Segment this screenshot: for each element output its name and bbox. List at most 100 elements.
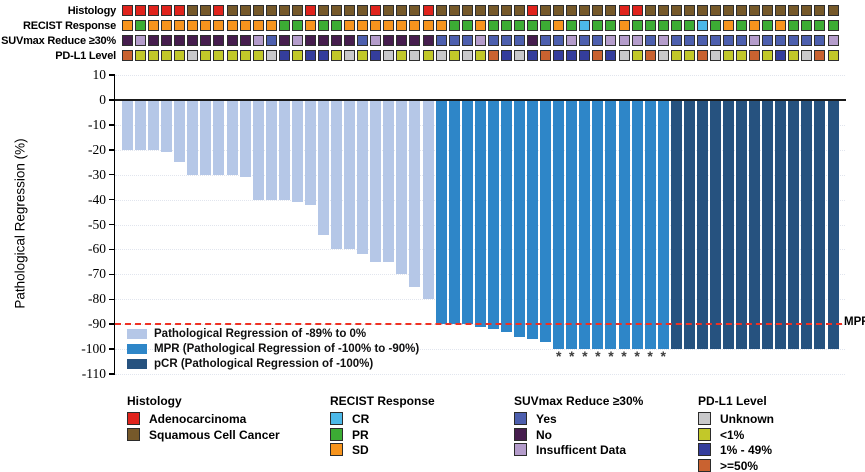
asterisk-annotation: * bbox=[555, 348, 562, 364]
legend-label: Insufficent Data bbox=[536, 443, 627, 457]
bar-mpr bbox=[605, 100, 617, 350]
track-cell-histology bbox=[527, 5, 539, 16]
asterisk-annotation: * bbox=[621, 348, 627, 364]
track-cell-suvmax bbox=[474, 35, 486, 46]
y-tick-label: -90 bbox=[88, 316, 106, 332]
track-cell-pdl1 bbox=[527, 50, 539, 61]
track-cell-pdl1 bbox=[618, 50, 630, 61]
track-cell-histology bbox=[474, 5, 486, 16]
bar-pr89 bbox=[331, 100, 343, 250]
track-cell-histology bbox=[435, 5, 447, 16]
track-cell-suvmax bbox=[317, 35, 329, 46]
asterisk-annotation: * bbox=[608, 348, 614, 364]
track-cell-recist bbox=[762, 20, 774, 31]
track-cell-recist bbox=[723, 20, 735, 31]
track-cell-pdl1 bbox=[513, 50, 525, 61]
bar-mpr bbox=[513, 100, 525, 337]
bar-pcr bbox=[827, 100, 839, 350]
legend-label: PR bbox=[352, 427, 369, 442]
track-cell-histology bbox=[122, 5, 133, 16]
track-cell-pdl1 bbox=[383, 50, 395, 61]
track-cell-recist bbox=[605, 20, 617, 31]
track-cell-recist bbox=[331, 20, 343, 31]
track-cell-histology bbox=[487, 5, 499, 16]
track-cell-recist bbox=[317, 20, 329, 31]
track-cell-recist bbox=[827, 20, 839, 31]
track-cell-histology bbox=[213, 5, 225, 16]
track-cell-pdl1 bbox=[696, 50, 708, 61]
track-cell-suvmax bbox=[513, 35, 525, 46]
asterisk-annotation: * bbox=[660, 348, 666, 364]
bar-mpr bbox=[540, 100, 552, 342]
track-cell-suvmax bbox=[683, 35, 695, 46]
track-cell-suvmax bbox=[370, 35, 382, 46]
track-cell-pdl1 bbox=[657, 50, 669, 61]
track-cell-histology bbox=[736, 5, 748, 16]
track-cell-pdl1 bbox=[317, 50, 329, 61]
y-tick-label: 10 bbox=[92, 67, 107, 83]
track-cell-recist bbox=[161, 20, 173, 31]
track-cell-pdl1 bbox=[187, 50, 199, 61]
bar-pr89 bbox=[174, 100, 186, 163]
track-cell-recist bbox=[461, 20, 473, 31]
legend-group-title: RECIST Response bbox=[330, 394, 435, 408]
legend-swatch bbox=[127, 359, 147, 369]
y-tick-mark bbox=[109, 298, 115, 300]
track-cell-recist bbox=[291, 20, 303, 31]
track-cell-histology bbox=[683, 5, 695, 16]
bar-mpr bbox=[435, 100, 447, 325]
track-cell-recist bbox=[709, 20, 721, 31]
bar-mpr bbox=[631, 100, 643, 350]
track-cell-histology bbox=[513, 5, 525, 16]
asterisk-annotation: * bbox=[595, 348, 601, 364]
track-cell-histology bbox=[775, 5, 787, 16]
y-tick-label: -100 bbox=[81, 341, 106, 357]
track-cell-pdl1 bbox=[252, 50, 264, 61]
track-cell-recist bbox=[487, 20, 499, 31]
track-cell-histology bbox=[422, 5, 434, 16]
track-cell-suvmax bbox=[723, 35, 735, 46]
legend-label: pCR (Pathological Regression of -100%) bbox=[154, 358, 374, 370]
track-cell-histology bbox=[331, 5, 343, 16]
track-cell-recist bbox=[683, 20, 695, 31]
y-tick-mark bbox=[109, 99, 115, 101]
track-cell-recist bbox=[500, 20, 512, 31]
legend-label: Pathological Regression of -89% to 0% bbox=[154, 328, 367, 340]
track-cell-pdl1 bbox=[435, 50, 447, 61]
track-cell-suvmax bbox=[252, 35, 264, 46]
y-tick-mark bbox=[109, 323, 115, 325]
track-cell-pdl1 bbox=[644, 50, 656, 61]
legend-label: Squamous Cell Cancer bbox=[149, 427, 280, 442]
bar-pcr bbox=[749, 100, 761, 350]
track-cell-pdl1 bbox=[370, 50, 382, 61]
track-cell-suvmax bbox=[749, 35, 761, 46]
track-cell-suvmax bbox=[161, 35, 173, 46]
track-cell-recist bbox=[540, 20, 552, 31]
track-cell-pdl1 bbox=[474, 50, 486, 61]
bar-pr89 bbox=[187, 100, 199, 175]
legend-swatch bbox=[127, 329, 147, 339]
track-cell-pdl1 bbox=[762, 50, 774, 61]
track-cell-recist bbox=[657, 20, 669, 31]
track-cell-histology bbox=[723, 5, 735, 16]
bar-pr89 bbox=[409, 100, 421, 287]
bar-mpr bbox=[644, 100, 656, 350]
track-cell-pdl1 bbox=[723, 50, 735, 61]
track-cell-pdl1 bbox=[540, 50, 552, 61]
y-tick-mark bbox=[109, 373, 115, 375]
track-cell-histology bbox=[265, 5, 277, 16]
asterisk-annotation: * bbox=[647, 348, 653, 364]
legend-label: Unknown bbox=[720, 412, 774, 426]
track-cell-pdl1 bbox=[448, 50, 460, 61]
track-cell-recist bbox=[670, 20, 682, 31]
track-label-histology: Histology bbox=[67, 5, 117, 17]
track-cell-histology bbox=[579, 5, 591, 16]
track-cell-histology bbox=[644, 5, 656, 16]
y-tick-label: -10 bbox=[88, 116, 106, 132]
track-cell-recist bbox=[213, 20, 225, 31]
legend-swatch bbox=[514, 427, 527, 441]
bar-pr89 bbox=[422, 100, 434, 300]
bar-pcr bbox=[736, 100, 748, 350]
track-cell-pdl1 bbox=[827, 50, 839, 61]
track-cell-suvmax bbox=[291, 35, 303, 46]
